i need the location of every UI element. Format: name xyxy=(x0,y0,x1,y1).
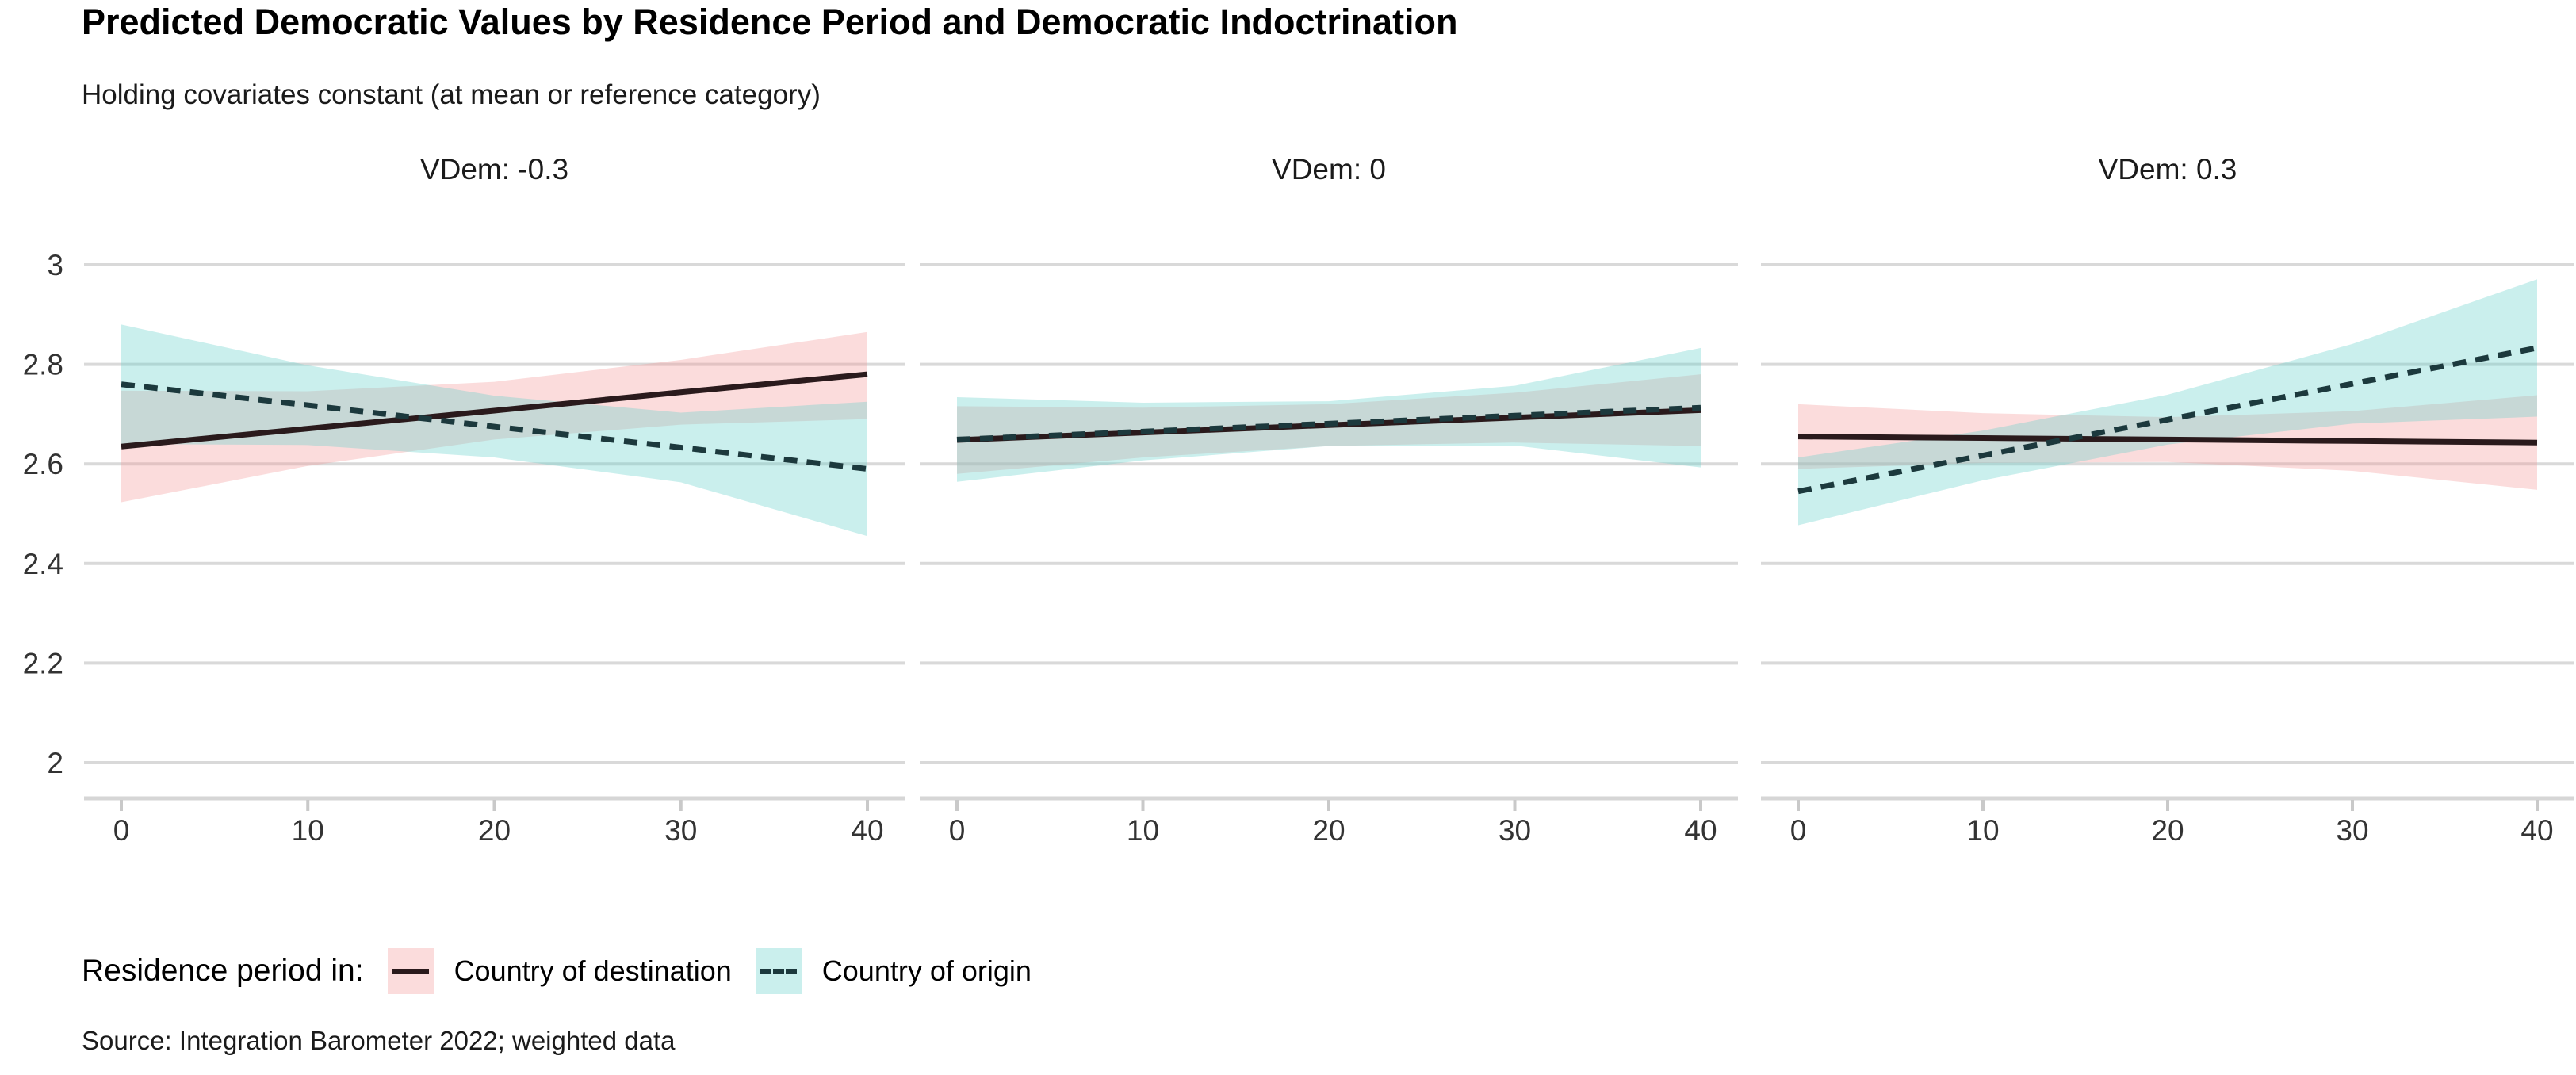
facet-label: VDem: -0.3 xyxy=(420,153,568,186)
x-tick-label: 10 xyxy=(1966,814,1999,847)
caption: Source: Integration Barometer 2022; weig… xyxy=(82,1026,676,1055)
x-tick-label: 40 xyxy=(851,814,883,847)
ribbon-destination xyxy=(121,331,867,503)
legend-label-destination: Country of destination xyxy=(454,954,732,987)
x-tick-label: 0 xyxy=(113,814,130,847)
x-tick-label: 30 xyxy=(664,814,697,847)
legend-label-origin: Country of origin xyxy=(821,954,1032,987)
x-tick-label: 40 xyxy=(2520,814,2553,847)
x-tick-label: 0 xyxy=(1790,814,1807,847)
legend-key-origin: Country of origin xyxy=(755,948,1032,994)
line-origin xyxy=(121,381,868,472)
y-tick-label: 3 xyxy=(47,249,63,281)
legend-key-destination: Country of destination xyxy=(387,948,732,994)
y-tick-label: 2.2 xyxy=(23,647,63,679)
ribbon-origin xyxy=(121,324,867,537)
x-tick-label: 30 xyxy=(2336,814,2368,847)
destination-ribbon-swatch-icon xyxy=(387,948,434,994)
chart-subtitle: Holding covariates constant (at mean or … xyxy=(82,79,821,110)
y-tick-label: 2.6 xyxy=(23,448,63,480)
x-tick-label: 20 xyxy=(1312,814,1345,847)
y-tick-label: 2.8 xyxy=(23,349,63,381)
x-tick-label: 40 xyxy=(1684,814,1717,847)
x-tick-label: 10 xyxy=(1127,814,1159,847)
y-tick-label: 2 xyxy=(47,747,63,779)
ribbon-origin xyxy=(957,347,1701,482)
line-destination xyxy=(121,371,868,450)
x-tick-label: 0 xyxy=(949,814,966,847)
x-tick-label: 30 xyxy=(1499,814,1531,847)
facet-label: VDem: 0 xyxy=(1272,153,1386,186)
ribbon-destination xyxy=(1798,395,2537,490)
x-tick-label: 20 xyxy=(478,814,511,847)
y-tick-label: 2.4 xyxy=(23,548,63,580)
dashed-line-icon xyxy=(760,968,797,974)
line-destination xyxy=(1797,434,2538,446)
origin-ribbon-swatch-icon xyxy=(755,948,802,994)
facet-label: VDem: 0.3 xyxy=(2099,153,2237,186)
x-tick-label: 20 xyxy=(2151,814,2184,847)
chart-title: Predicted Democratic Values by Residence… xyxy=(82,2,1458,42)
line-origin xyxy=(1797,345,2538,495)
line-origin xyxy=(956,404,1701,442)
x-tick-label: 10 xyxy=(292,814,324,847)
solid-line-icon xyxy=(392,968,429,974)
ribbon-origin xyxy=(1798,279,2537,526)
legend-title: Residence period in: xyxy=(82,954,364,988)
legend: Residence period in: Country of destinat… xyxy=(82,948,1032,994)
